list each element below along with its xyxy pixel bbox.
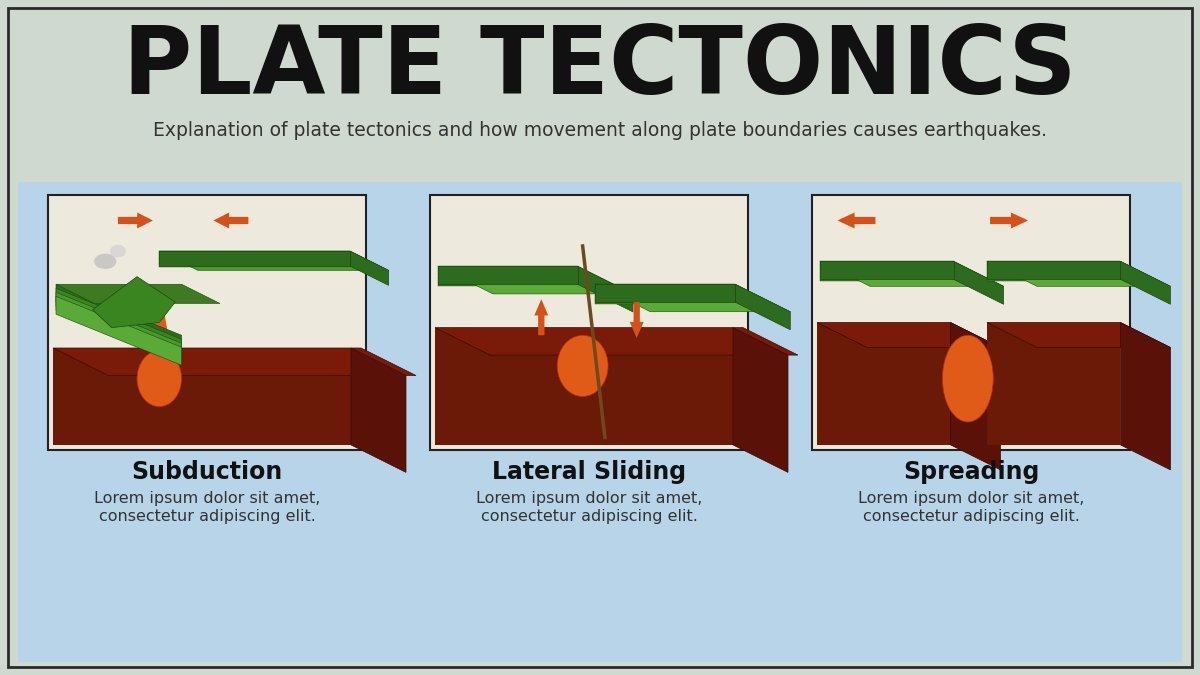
Polygon shape: [118, 213, 152, 229]
Polygon shape: [1121, 323, 1170, 470]
Polygon shape: [817, 323, 1001, 348]
Polygon shape: [160, 251, 350, 266]
Text: Explanation of plate tectonics and how movement along plate boundaries causes ea: Explanation of plate tectonics and how m…: [154, 121, 1046, 140]
FancyBboxPatch shape: [986, 323, 1121, 445]
Polygon shape: [820, 273, 954, 277]
Text: Lorem ipsum dolor sit amet,: Lorem ipsum dolor sit amet,: [94, 491, 320, 506]
Text: consectetur adipiscing elit.: consectetur adipiscing elit.: [98, 510, 316, 524]
Polygon shape: [438, 282, 578, 286]
Polygon shape: [438, 267, 632, 294]
Polygon shape: [595, 284, 736, 302]
FancyBboxPatch shape: [817, 323, 950, 445]
FancyBboxPatch shape: [18, 182, 1182, 662]
FancyBboxPatch shape: [48, 195, 366, 450]
FancyBboxPatch shape: [436, 327, 743, 445]
Polygon shape: [986, 261, 1121, 279]
Polygon shape: [954, 261, 1003, 304]
Polygon shape: [438, 271, 578, 275]
Text: Lorem ipsum dolor sit amet,: Lorem ipsum dolor sit amet,: [858, 491, 1084, 506]
Polygon shape: [438, 267, 578, 271]
Ellipse shape: [557, 335, 608, 396]
Polygon shape: [148, 302, 170, 348]
Ellipse shape: [137, 350, 181, 406]
Polygon shape: [986, 277, 1121, 281]
Polygon shape: [595, 300, 736, 304]
Polygon shape: [595, 292, 736, 296]
Polygon shape: [630, 302, 643, 338]
Polygon shape: [986, 261, 1170, 286]
Polygon shape: [438, 275, 578, 278]
Polygon shape: [534, 299, 548, 335]
Polygon shape: [820, 261, 1003, 286]
Polygon shape: [56, 288, 181, 357]
Polygon shape: [160, 251, 350, 255]
Polygon shape: [214, 213, 248, 229]
Polygon shape: [578, 267, 632, 312]
Ellipse shape: [110, 245, 126, 257]
FancyBboxPatch shape: [430, 195, 748, 450]
Polygon shape: [820, 261, 954, 265]
Polygon shape: [1121, 261, 1170, 304]
Polygon shape: [820, 277, 954, 281]
Polygon shape: [986, 273, 1121, 277]
Polygon shape: [990, 213, 1028, 229]
Polygon shape: [352, 348, 406, 472]
Polygon shape: [733, 327, 788, 472]
Text: Subduction: Subduction: [131, 460, 283, 484]
Polygon shape: [160, 263, 350, 267]
Polygon shape: [160, 255, 350, 259]
FancyBboxPatch shape: [812, 195, 1130, 450]
Polygon shape: [438, 278, 578, 282]
Polygon shape: [986, 261, 1121, 265]
Polygon shape: [92, 277, 175, 327]
Text: Lateral Sliding: Lateral Sliding: [492, 460, 686, 484]
Text: consectetur adipiscing elit.: consectetur adipiscing elit.: [863, 510, 1080, 524]
Polygon shape: [53, 348, 416, 375]
Text: Spreading: Spreading: [902, 460, 1039, 484]
Polygon shape: [950, 323, 1001, 470]
Polygon shape: [56, 292, 181, 361]
Text: Lorem ipsum dolor sit amet,: Lorem ipsum dolor sit amet,: [476, 491, 702, 506]
Ellipse shape: [942, 335, 994, 422]
FancyBboxPatch shape: [53, 348, 361, 445]
Polygon shape: [820, 269, 954, 273]
Ellipse shape: [94, 254, 116, 269]
Polygon shape: [595, 284, 736, 288]
Polygon shape: [56, 284, 181, 353]
Polygon shape: [986, 323, 1170, 348]
Polygon shape: [56, 284, 220, 304]
Polygon shape: [438, 267, 578, 284]
Polygon shape: [736, 284, 791, 330]
Polygon shape: [986, 269, 1121, 273]
FancyBboxPatch shape: [8, 8, 1192, 667]
Polygon shape: [595, 288, 736, 292]
Polygon shape: [820, 261, 954, 279]
Polygon shape: [595, 296, 736, 300]
Polygon shape: [986, 265, 1121, 269]
Text: consectetur adipiscing elit.: consectetur adipiscing elit.: [480, 510, 697, 524]
Polygon shape: [838, 213, 876, 229]
Polygon shape: [436, 327, 798, 355]
Polygon shape: [595, 284, 791, 312]
Polygon shape: [56, 296, 181, 365]
Polygon shape: [820, 265, 954, 269]
Polygon shape: [350, 251, 389, 286]
Text: PLATE TECTONICS: PLATE TECTONICS: [124, 22, 1076, 114]
Polygon shape: [160, 251, 389, 271]
Polygon shape: [160, 259, 350, 263]
